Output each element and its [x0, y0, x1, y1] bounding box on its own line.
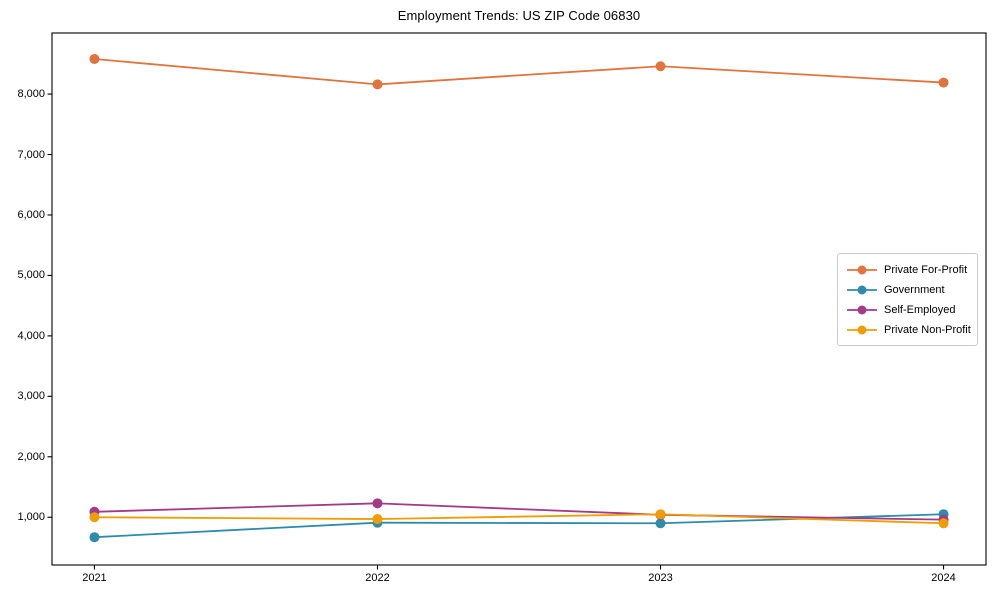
legend-dot: [857, 305, 867, 314]
x-tick-label: 2023: [648, 572, 673, 584]
legend-item-government: Government: [847, 281, 968, 298]
legend-label: Private For-Profit: [884, 263, 968, 276]
legend-marker-self-employed: [847, 305, 877, 314]
data-point-private-non-profit-2022: [372, 514, 383, 525]
y-tick-label: 5,000: [17, 269, 45, 282]
data-point-government-2023: [655, 518, 666, 529]
plot-frame: [51, 32, 987, 566]
y-tick-label: 8,000: [17, 88, 45, 101]
data-point-private-non-profit-2024: [938, 518, 949, 529]
x-tick-label: 2022: [365, 572, 390, 584]
data-point-private-for-profit-2023: [655, 61, 666, 72]
data-point-private-non-profit-2023: [655, 509, 666, 520]
legend-item-self-employed: Self-Employed: [847, 301, 968, 318]
data-point-government-2021: [89, 532, 100, 543]
series-line-private-non-profit: [94, 513, 944, 525]
y-tick-label: 1,000: [17, 511, 45, 524]
legend-label: Self-Employed: [884, 303, 956, 316]
y-tick-label: 6,000: [17, 208, 45, 221]
x-tick-label: 2024: [931, 572, 956, 584]
legend-dot: [857, 285, 867, 294]
legend-label: Government: [884, 283, 945, 296]
legend-marker-government: [847, 285, 877, 294]
y-tick-label: 4,000: [17, 329, 45, 342]
data-point-private-non-profit-2021: [89, 512, 100, 523]
legend-label: Private Non-Profit: [884, 323, 971, 336]
y-tick-label: 7,000: [17, 148, 45, 161]
legend-item-private-for-profit: Private For-Profit: [847, 261, 968, 278]
legend-marker-private-for-profit: [847, 265, 877, 274]
series-line-private-for-profit: [94, 58, 944, 86]
y-tick-label: 3,000: [17, 390, 45, 403]
x-tick-label: 2021: [82, 572, 107, 584]
legend-dot: [857, 325, 867, 334]
legend-item-private-non-profit: Private Non-Profit: [847, 321, 971, 338]
data-point-private-for-profit-2024: [938, 77, 949, 88]
legend-dot: [857, 265, 867, 274]
data-point-private-for-profit-2022: [372, 79, 383, 90]
legend: Private For-Profit Government Self-Emplo…: [837, 253, 978, 346]
chart-title: Employment Trends: US ZIP Code 06830: [397, 8, 641, 23]
data-point-self-employed-2022: [372, 498, 383, 509]
series-line-self-employed: [94, 502, 944, 521]
y-tick-label: 2,000: [17, 450, 45, 463]
legend-marker-private-non-profit: [847, 325, 877, 334]
data-point-private-for-profit-2021: [89, 53, 100, 64]
